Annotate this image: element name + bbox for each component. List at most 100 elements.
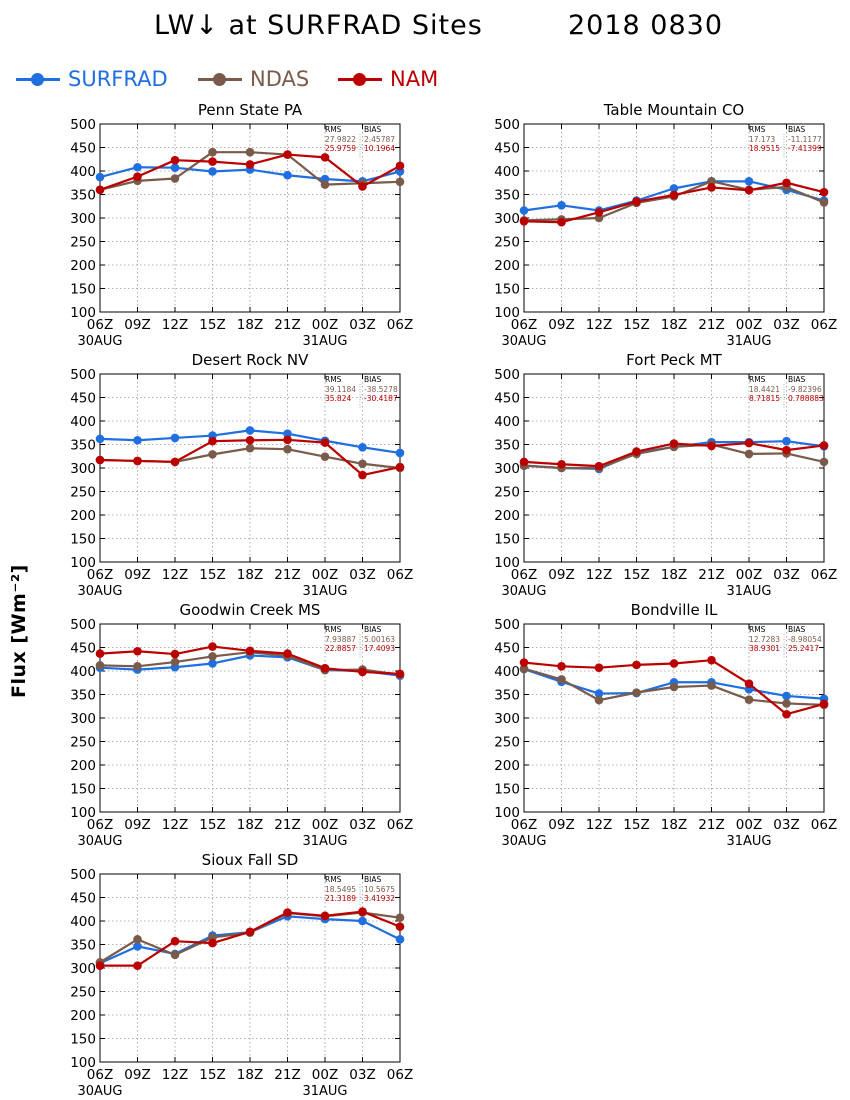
data-point [819,700,829,710]
data-point [782,436,791,446]
data-point [245,443,255,453]
plot-frame [523,373,825,563]
y-tick-label: 350 [494,688,520,704]
stats-rms-header: RMS [325,625,342,634]
x-tick-label: 00Z [736,317,762,333]
y-tick-label: 200 [70,758,96,774]
chart-panel-goodwin-creek-ms: Goodwin Creek MS 100 150 200 250 300 350 400 450… [70,601,413,849]
stats-rms-value: 8.71815 [749,394,780,403]
series-ndas [519,177,829,225]
y-tick-label: 200 [494,258,520,274]
data-point [707,677,716,687]
y-tick-label: 500 [70,617,96,633]
x-tick-label: 21Z [274,817,300,833]
date-label: 31AUG [302,334,347,349]
data-point [170,155,180,165]
plot-frame [99,373,401,563]
stats-bias-value: -11.1177 [788,135,822,144]
data-point [358,470,367,480]
x-tick-label: 18Z [661,567,687,583]
data-point [594,461,604,471]
data-point [170,163,180,173]
data-point [395,462,405,472]
data-point [782,445,791,455]
data-point [283,912,292,921]
data-point [632,198,641,208]
data-point [208,167,217,176]
stats-rms-value: 18.4421 [749,385,780,394]
data-point [358,182,367,191]
data-point [632,660,641,670]
stats-bias-value: 3.41932 [364,894,395,903]
data-point [95,958,105,967]
series-line [99,153,401,191]
data-point [133,935,142,944]
data-point [744,679,754,688]
stats-bias-value: 25.2417 [788,644,819,653]
chart-title: Penn State PA [198,101,303,119]
data-point [358,178,367,188]
stats-rms-value: 12.7283 [749,635,780,644]
data-point [208,931,217,940]
data-point [358,908,367,917]
series-nam [95,435,405,480]
data-point [819,198,829,207]
series-line [523,659,825,716]
data-point [170,457,180,467]
data-point [320,436,330,446]
y-tick-label: 300 [494,711,520,727]
x-tick-label: 15Z [199,317,225,333]
data-point [320,665,330,675]
y-axis-label-text: Flux [Wm⁻²] [8,564,30,698]
y-axis-label: Flux [Wm⁻²] [4,564,38,698]
y-tick-label: 100 [494,305,520,321]
data-point [395,167,405,176]
data-point [170,662,180,672]
y-tick-label: 350 [70,188,96,204]
y-tick-label: 300 [70,961,96,977]
x-tick-label: 18Z [661,317,687,333]
data-point [782,699,791,708]
data-point [320,912,330,921]
date-label: 30AUG [501,334,546,349]
data-point [819,196,829,205]
x-tick-label: 18Z [661,817,687,833]
y-tick-label: 200 [494,508,520,524]
data-point [782,449,791,458]
x-tick-label: 00Z [736,567,762,583]
data-point [594,463,604,473]
data-point [782,185,791,195]
data-point [707,655,716,665]
data-point [245,927,255,937]
data-point [283,150,292,159]
x-tick-label: 00Z [312,817,338,833]
series-surfrad [519,664,829,704]
data-point [133,456,142,466]
stats-rms-header: RMS [749,625,766,634]
y-tick-label: 250 [70,235,96,251]
data-point [245,927,255,937]
data-point [133,646,142,656]
stats-bias-value: -9.82396 [788,385,822,394]
data-point [395,463,405,473]
y-tick-label: 150 [494,782,520,798]
data-point [208,938,217,948]
data-point [170,174,180,183]
chart-title: Table Mountain CO [603,101,745,119]
x-tick-label: 12Z [586,317,612,333]
x-tick-label: 12Z [162,817,188,833]
data-point [557,215,566,224]
x-tick-label: 18Z [237,317,263,333]
data-point [320,180,330,189]
data-point [95,961,105,970]
stats-bias-header: BIAS [788,375,805,384]
y-tick-label: 250 [494,485,520,501]
x-tick-label: 06Z [87,1067,113,1083]
series-line [99,915,401,965]
x-tick-label: 18Z [237,817,263,833]
data-point [133,662,142,671]
data-point [707,681,716,690]
y-tick-label: 350 [70,688,96,704]
series-ndas [95,908,405,967]
stats-rms-value: 25.9759 [325,144,356,153]
